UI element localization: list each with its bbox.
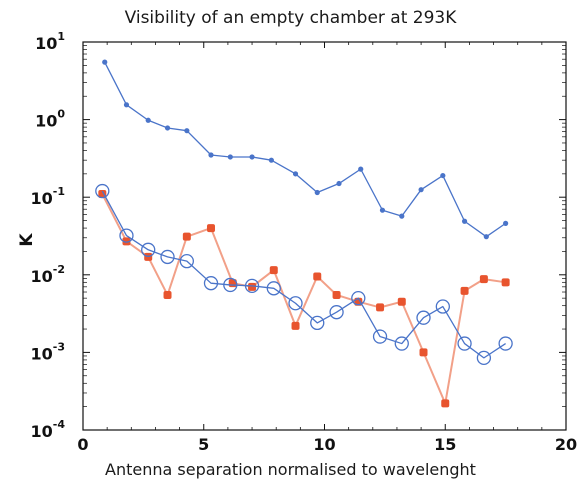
data-point-2: [457, 336, 472, 351]
y-tick-label: 100: [35, 108, 65, 131]
data-point-1: [313, 272, 322, 281]
data-point-0: [208, 152, 214, 158]
data-point-0: [227, 154, 233, 160]
data-point-0: [379, 207, 386, 213]
data-point-2: [288, 296, 303, 311]
data-point-1: [291, 321, 300, 330]
data-point-2: [223, 277, 238, 293]
data-point-1: [441, 399, 450, 408]
x-tick-label: 5: [198, 435, 209, 454]
x-tick-label: 0: [77, 435, 88, 454]
data-point-0: [358, 166, 364, 172]
data-point-0: [184, 128, 190, 134]
data-point-0: [483, 234, 489, 240]
y-tick-label: 10-1: [31, 185, 66, 208]
y-tick-label: 10-4: [31, 418, 66, 441]
data-point-1: [332, 290, 341, 299]
data-point-2: [141, 242, 156, 257]
series-line-0: [104, 61, 506, 238]
x-tick-label: 20: [555, 435, 577, 454]
data-point-1: [248, 282, 257, 291]
data-point-0: [399, 213, 405, 219]
data-point-0: [503, 220, 509, 226]
y-tick-label: 10-3: [31, 340, 66, 363]
data-point-0: [145, 117, 151, 123]
data-point-1: [122, 237, 131, 246]
data-point-2: [416, 310, 431, 325]
y-tick-label: 10-2: [31, 263, 66, 286]
data-point-1: [163, 290, 172, 299]
y-tick-label: 101: [35, 30, 65, 53]
data-point-2: [435, 299, 450, 314]
data-point-1: [269, 266, 278, 275]
series-line-2: [101, 190, 506, 359]
data-point-0: [440, 172, 446, 179]
data-point-0: [336, 180, 342, 187]
data-point-2: [351, 291, 366, 306]
data-point-1: [182, 232, 191, 241]
x-axis-label: Antenna separation normalised to wavelen…: [105, 460, 476, 479]
data-point-1: [419, 348, 428, 357]
data-point-0: [268, 157, 274, 163]
plot-frame: [82, 41, 567, 431]
data-point-1: [460, 286, 469, 295]
data-point-2: [476, 350, 492, 366]
data-point-2: [244, 278, 260, 294]
data-point-2: [372, 329, 388, 344]
data-point-0: [418, 187, 424, 193]
data-point-2: [203, 276, 219, 291]
data-point-2: [179, 253, 194, 269]
data-point-0: [164, 125, 171, 131]
data-point-1: [479, 275, 488, 284]
data-point-0: [314, 189, 320, 196]
data-point-1: [501, 278, 510, 287]
data-point-2: [310, 315, 325, 331]
data-point-0: [102, 59, 108, 65]
data-point-2: [160, 249, 175, 265]
data-point-2: [119, 228, 134, 243]
x-tick-label: 15: [434, 435, 456, 454]
data-point-1: [397, 297, 406, 306]
data-point-1: [206, 224, 215, 233]
data-point-2: [394, 336, 409, 351]
data-point-0: [461, 218, 468, 224]
data-point-0: [292, 171, 299, 177]
data-point-2: [266, 281, 281, 296]
chart-title: Visibility of an empty chamber at 293K: [124, 8, 457, 28]
data-point-0: [249, 154, 255, 160]
data-point-2: [95, 183, 110, 199]
data-point-1: [376, 303, 385, 312]
data-point-2: [498, 336, 513, 351]
x-tick-label: 10: [313, 435, 335, 454]
data-point-2: [329, 305, 344, 320]
series-line-1: [101, 193, 506, 405]
data-point-0: [123, 102, 130, 108]
